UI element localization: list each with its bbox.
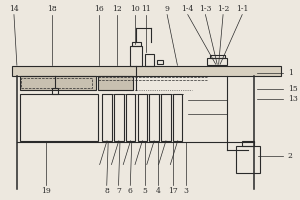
Bar — [52, 88, 58, 94]
Bar — [173, 94, 182, 141]
Text: 5: 5 — [142, 187, 148, 195]
Text: 1: 1 — [288, 69, 293, 77]
Text: 2: 2 — [288, 152, 293, 160]
Text: 15: 15 — [288, 85, 298, 93]
Bar — [210, 55, 225, 58]
Text: 1-3: 1-3 — [199, 5, 212, 13]
Bar — [126, 94, 135, 141]
Text: 16: 16 — [94, 5, 104, 13]
Bar — [236, 146, 260, 173]
Bar — [138, 94, 147, 141]
Text: 6: 6 — [128, 187, 133, 195]
Bar — [21, 78, 92, 88]
Text: 14: 14 — [9, 5, 19, 13]
Text: 3: 3 — [184, 187, 189, 195]
Text: 19: 19 — [41, 187, 51, 195]
Text: 1-4: 1-4 — [182, 5, 194, 13]
Bar — [207, 58, 227, 65]
Text: 17: 17 — [168, 187, 178, 195]
Bar — [20, 94, 98, 141]
Bar — [242, 141, 254, 146]
Text: 12: 12 — [112, 5, 122, 13]
Bar — [130, 46, 142, 66]
Bar — [20, 76, 96, 90]
Text: 11: 11 — [142, 5, 152, 13]
Text: 1-1: 1-1 — [236, 5, 248, 13]
Bar — [161, 94, 171, 141]
Bar — [145, 54, 154, 66]
Text: 1-2: 1-2 — [217, 5, 229, 13]
Bar — [149, 94, 159, 141]
Text: 9: 9 — [165, 5, 170, 13]
Bar — [102, 94, 112, 141]
Text: 7: 7 — [116, 187, 121, 195]
Text: 4: 4 — [156, 187, 161, 195]
Bar — [13, 66, 280, 76]
Bar — [114, 94, 124, 141]
Text: 10: 10 — [130, 5, 140, 13]
Text: 13: 13 — [288, 95, 298, 103]
Text: 8: 8 — [104, 187, 109, 195]
Text: 18: 18 — [47, 5, 57, 13]
Bar — [98, 76, 133, 90]
Bar — [157, 60, 163, 64]
Bar — [132, 42, 141, 46]
